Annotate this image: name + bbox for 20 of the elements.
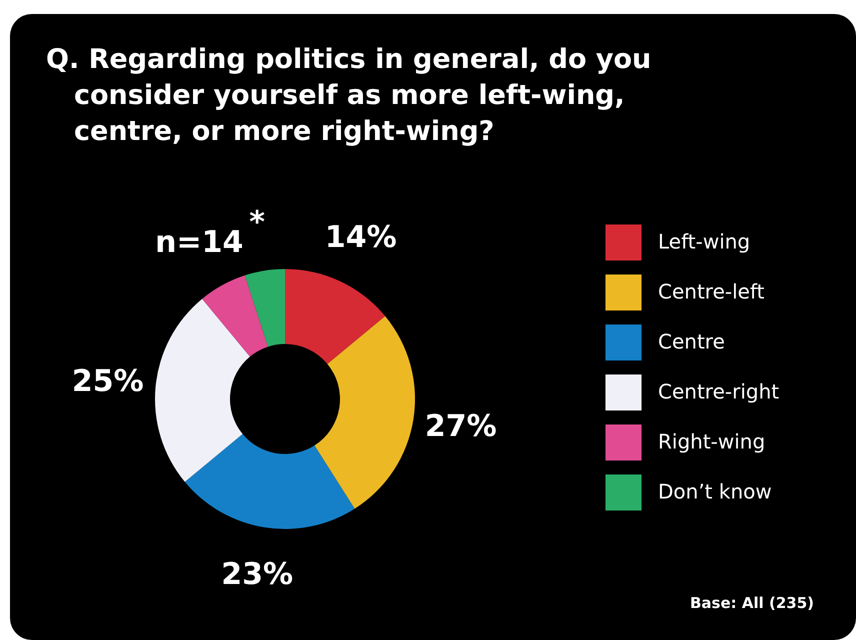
data-label: 25% xyxy=(72,364,144,400)
donut-slice xyxy=(184,434,355,529)
donut-slice xyxy=(314,316,415,509)
legend-label: Right-wing xyxy=(658,430,766,454)
donut-slice xyxy=(155,298,250,482)
legend-label: Centre xyxy=(658,330,725,354)
legend-label: Don’t know xyxy=(658,480,772,504)
text: n=14 xyxy=(155,225,244,260)
data-label: * xyxy=(249,205,266,240)
data-label: 27% xyxy=(424,408,497,444)
donut-slice xyxy=(285,269,386,364)
data-label: 14% xyxy=(324,220,397,255)
legend-label: Centre-right xyxy=(658,380,780,404)
legend-label: Left-wing xyxy=(658,230,750,254)
donut-slice xyxy=(244,269,285,347)
legend-label: Centre-left xyxy=(658,280,765,304)
data-label: 23% xyxy=(221,556,294,592)
chart-title: Q. Regarding politics in general, do you consider yourself as more left-wing, centre, or more right-wing? xyxy=(46,43,652,149)
donut-slice xyxy=(202,275,268,357)
text: Base: All (235) xyxy=(690,594,814,612)
